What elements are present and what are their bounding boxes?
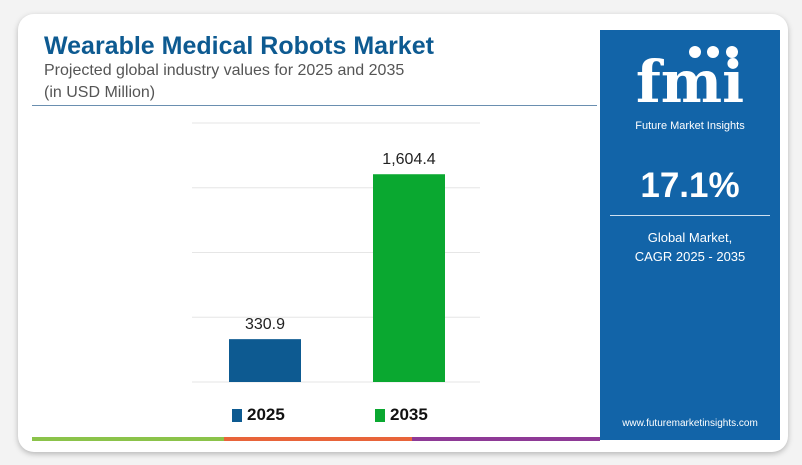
- data-label-2025: 330.9: [245, 316, 285, 333]
- desc-line-1: Global Market,: [647, 230, 733, 245]
- chart-subtitle: Projected global industry values for 202…: [44, 62, 405, 79]
- chart-title: Wearable Medical Robots Market: [44, 32, 434, 60]
- brand-name: Future Market Insights: [635, 120, 745, 132]
- cagr-value: 17.1%: [640, 166, 740, 205]
- legend-swatch: [232, 408, 242, 422]
- cagr-description: Global Market, CAGR 2025 - 2035: [600, 228, 780, 266]
- legend-label: 2035: [390, 405, 428, 424]
- panel-divider: [610, 215, 770, 216]
- legend-item-2025: 2025: [232, 405, 285, 425]
- footer-bar-green: [32, 437, 224, 441]
- desc-line-2: CAGR 2025 - 2035: [634, 249, 746, 264]
- footer-bar-purple: [412, 437, 600, 441]
- svg-text:fmi: fmi: [636, 48, 744, 112]
- side-panel: fmi Future Market Insights 17.1% Global …: [600, 30, 780, 440]
- website-url[interactable]: www.futuremarketinsights.com: [622, 418, 758, 429]
- title-divider: [32, 105, 597, 106]
- legend-label: 2025: [247, 405, 285, 424]
- unit-label: (in USD Million): [44, 84, 156, 101]
- data-label-2035: 1,604.4: [382, 151, 435, 168]
- bar-2025: [229, 339, 301, 382]
- legend-item-2035: 2035: [375, 405, 428, 425]
- legend-swatch: [375, 408, 385, 422]
- footer-bar-orange: [224, 437, 412, 441]
- bar-2035: [373, 174, 445, 382]
- fmi-logo: fmi: [636, 46, 744, 112]
